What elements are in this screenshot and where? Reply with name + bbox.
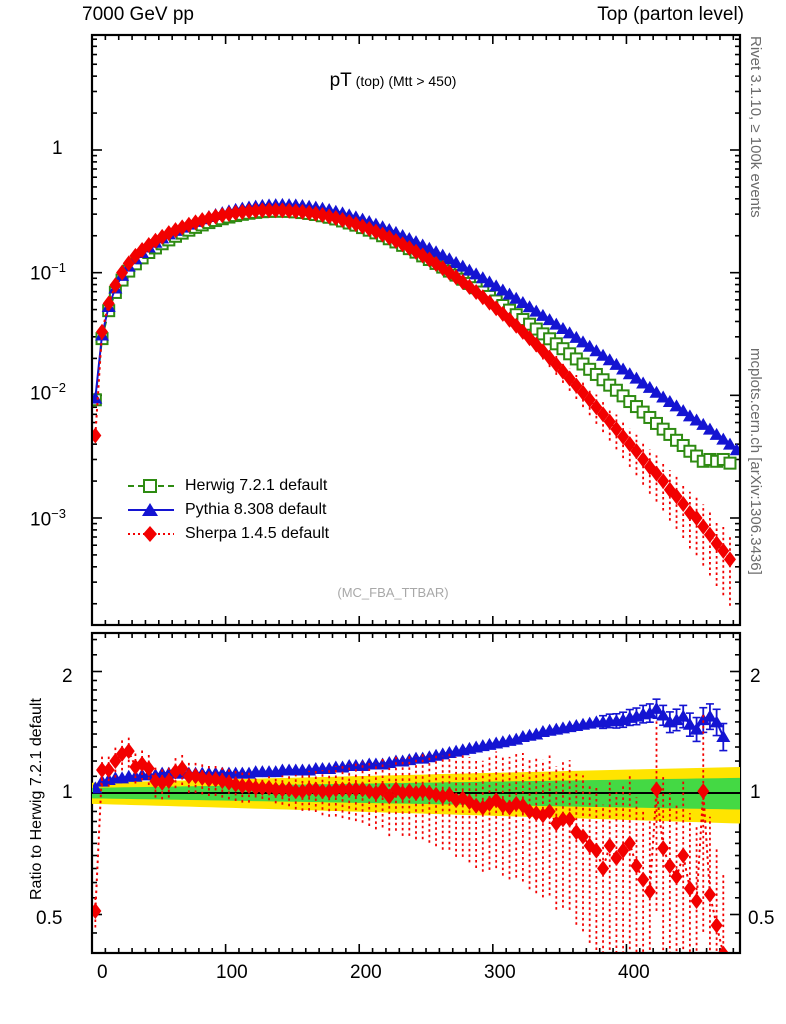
x-tick-label-400: 400 [618, 962, 650, 983]
x-tick-label-100: 100 [216, 962, 248, 983]
plot-title: pT (top) (Mtt > 450) [0, 70, 786, 92]
legend-marker-pythia [128, 503, 174, 516]
legend-label-pythia: Pythia 8.308 default [185, 501, 327, 518]
legend-label-sherpa: Sherpa 1.4.5 default [185, 525, 330, 542]
legend-label-herwig: Herwig 7.2.1 default [185, 477, 328, 494]
y-tick-label-1e-1: 10−1 [30, 260, 66, 285]
y-tick-label-1e-2: 10−2 [30, 380, 66, 405]
legend-entry[interactable]: Pythia 8.308 default [128, 498, 329, 522]
x-tick-label-300: 300 [484, 962, 516, 983]
legend: Herwig 7.2.1 default Pythia 8.308 defaul… [128, 474, 329, 546]
legend-entry[interactable]: Herwig 7.2.1 default [128, 474, 329, 498]
ratio-y-tick-label-05-left: 0.5 [36, 908, 63, 929]
y-tick-label-1e-3: 10−3 [30, 506, 66, 531]
ratio-y-tick-label-1-right: 1 [750, 782, 761, 803]
ratio-y-tick-label-1-left: 1 [62, 782, 73, 803]
plot-title-main: pT [329, 70, 352, 91]
x-tick-label-0: 0 [97, 962, 108, 983]
plot-title-rest: (top) (Mtt > 450) [351, 73, 457, 89]
ratio-y-tick-label-2-left: 2 [62, 666, 73, 687]
analysis-watermark: (MC_FBA_TTBAR) [337, 585, 449, 600]
legend-marker-sherpa [128, 526, 174, 542]
ratio-y-tick-label-05-right: 0.5 [748, 908, 775, 929]
header-left: 7000 GeV pp [82, 4, 194, 25]
legend-entry[interactable]: Sherpa 1.4.5 default [128, 522, 329, 546]
x-tick-label-200: 200 [350, 962, 382, 983]
legend-marker-herwig [128, 479, 174, 493]
y-tick-label-1: 1 [52, 138, 63, 159]
header-right: Top (parton level) [597, 4, 744, 25]
ratio-y-tick-label-2-right: 2 [750, 666, 761, 687]
